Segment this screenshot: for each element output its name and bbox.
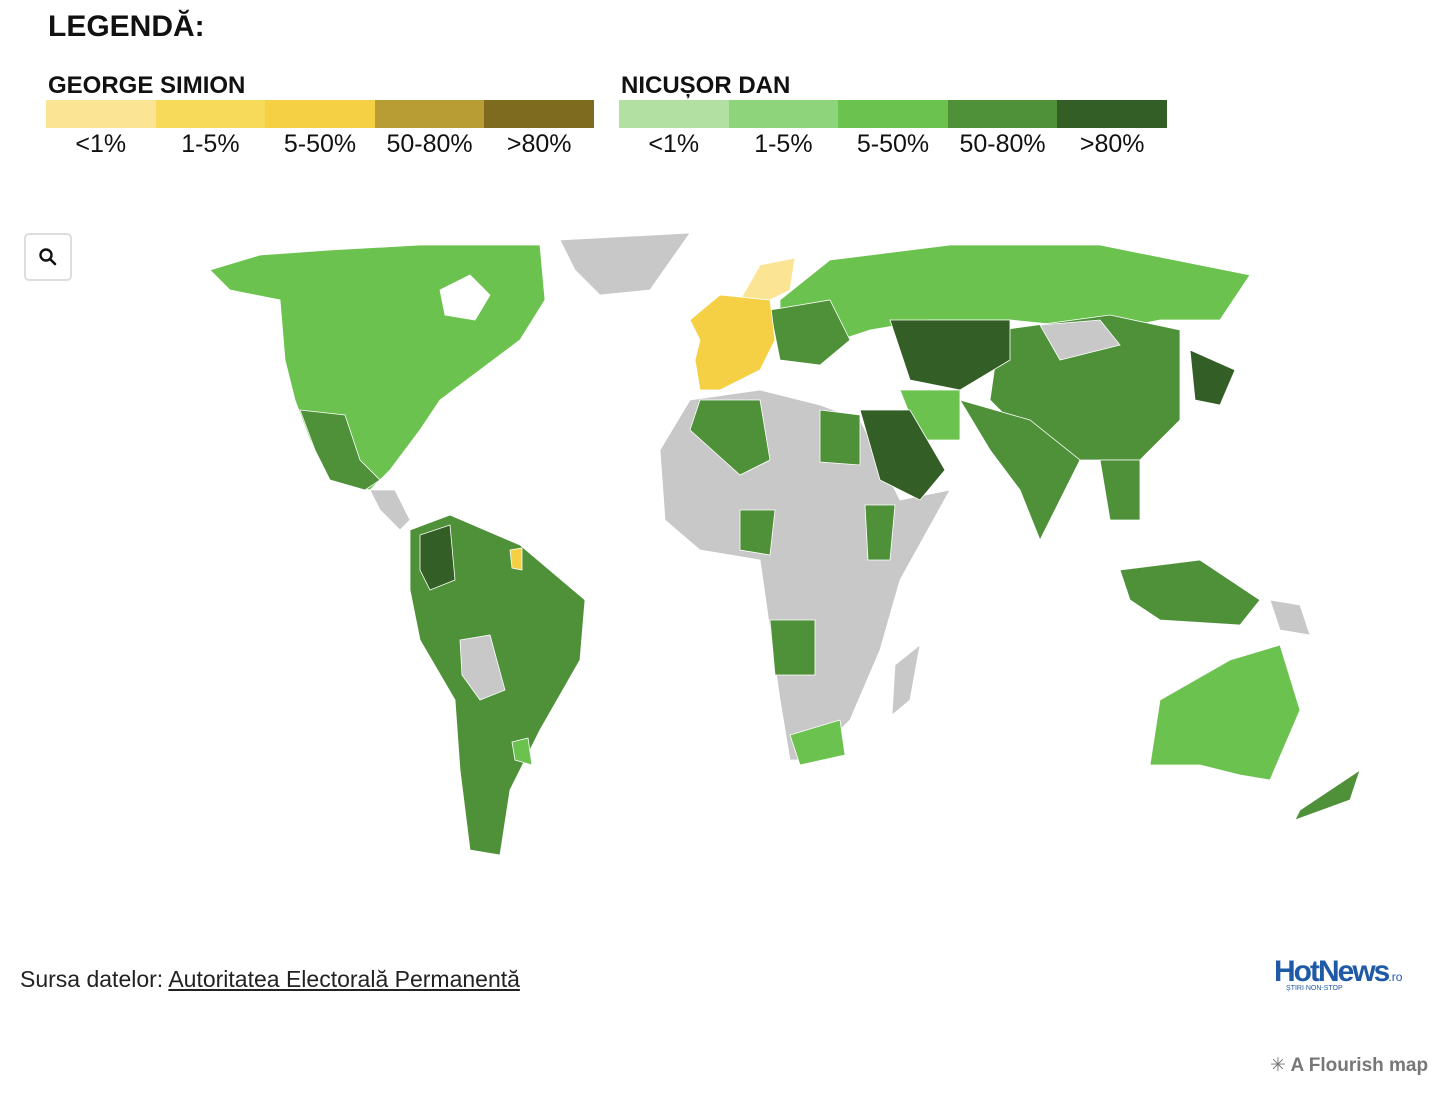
legend-swatch [155,100,266,128]
credit[interactable]: ✳ A Flourish map [1270,1055,1429,1076]
indonesia [1119,559,1261,626]
south-africa [789,719,846,766]
legend-labels: <1% 1-5% 5-50% 50-80% >80% [619,128,1167,160]
angola [769,619,816,676]
legend-swatch [46,100,156,128]
western-europe [689,294,776,391]
legend-group: GEORGE SIMION <1% 1-5% 5-50% 50-80% >80% [46,72,594,160]
uruguay [511,737,533,766]
legend-swatch [265,100,375,128]
legend-group-name: NICUȘOR DAN [621,72,791,99]
french-guiana [509,547,523,571]
scandinavia [739,257,796,301]
legend-label: 1-5% [754,130,813,158]
central-asia [889,319,1011,391]
australia [1149,644,1301,781]
source-prefix: Sursa datelor: [20,966,164,992]
logo: HotNews.ro ȘTIRI NON-STOP [1274,955,1434,992]
legend-title: LEGENDĂ: [48,10,205,43]
southeast-asia [1099,459,1141,521]
search-icon [39,248,57,266]
algeria [689,399,771,476]
legend-swatch [947,100,1058,128]
legend-label: 50-80% [386,130,473,158]
logo-suffix: .ro [1388,970,1403,984]
eastern-europe [769,299,851,366]
kenya [864,504,896,561]
swatches [46,100,594,128]
logo-text: HotNews [1274,955,1390,988]
legend-label: 1-5% [181,130,240,158]
hudson-bay [439,274,491,321]
legend-label: 5-50% [283,130,357,158]
legend-label: 5-50% [856,130,930,158]
india [959,399,1081,541]
legend-swatch [728,100,839,128]
legend-swatch [838,100,948,128]
egypt [819,409,861,466]
world-map [209,232,1361,856]
legend-label: <1% [648,130,700,158]
logo-tagline: ȘTIRI NON-STOP [1286,985,1343,992]
legend-label: <1% [75,130,127,158]
source-link[interactable]: Autoritatea Electorală Permanentă [168,966,520,992]
saudi-arabia [859,409,946,501]
credit-text: A Flourish map [1290,1055,1429,1076]
legend-swatch [484,100,594,128]
mexico [299,409,381,491]
papua [1269,599,1311,636]
swatches [619,100,1167,128]
legend-labels: <1% 1-5% 5-50% 50-80% >80% [46,128,594,160]
legend-swatch [619,100,729,128]
legend-label: >80% [1079,130,1145,158]
nigeria [739,509,776,556]
central-america [369,489,411,531]
colombia [419,524,456,591]
legend-swatch [374,100,485,128]
legend-group: NICUȘOR DAN <1% 1-5% 5-50% 50-80% >80% [619,72,1167,160]
legend-swatch [1057,100,1167,128]
source: Sursa datelor: Autoritatea Electorală Pe… [20,966,520,993]
legend-label: >80% [506,130,572,158]
greenland [559,232,691,296]
madagascar [891,644,921,716]
search-button[interactable] [24,233,72,281]
bolivia [459,634,506,701]
japan [1189,349,1236,406]
legend-label: 50-80% [959,130,1046,158]
mongolia [1039,319,1121,361]
new-zealand [1294,769,1361,821]
north-america [209,244,546,491]
legend-group-name: GEORGE SIMION [48,72,246,99]
